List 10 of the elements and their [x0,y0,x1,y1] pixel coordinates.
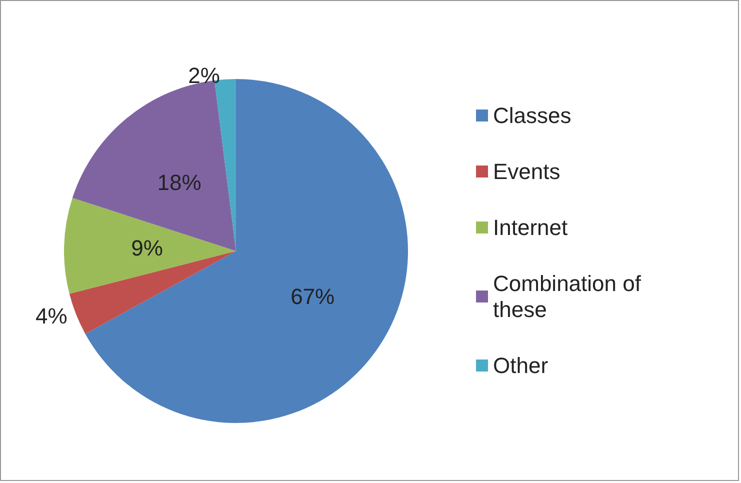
legend-label: Events [493,159,560,184]
data-label: 67% [290,284,335,309]
legend-label: Combination of these [493,271,648,322]
legend-label: Other [493,353,548,378]
data-label: 4% [36,303,68,328]
data-label: 18% [157,170,202,195]
data-label: 9% [131,236,163,261]
data-label: 2% [188,62,220,88]
legend-label: Internet [493,215,568,240]
legend-label: Classes [493,103,572,128]
